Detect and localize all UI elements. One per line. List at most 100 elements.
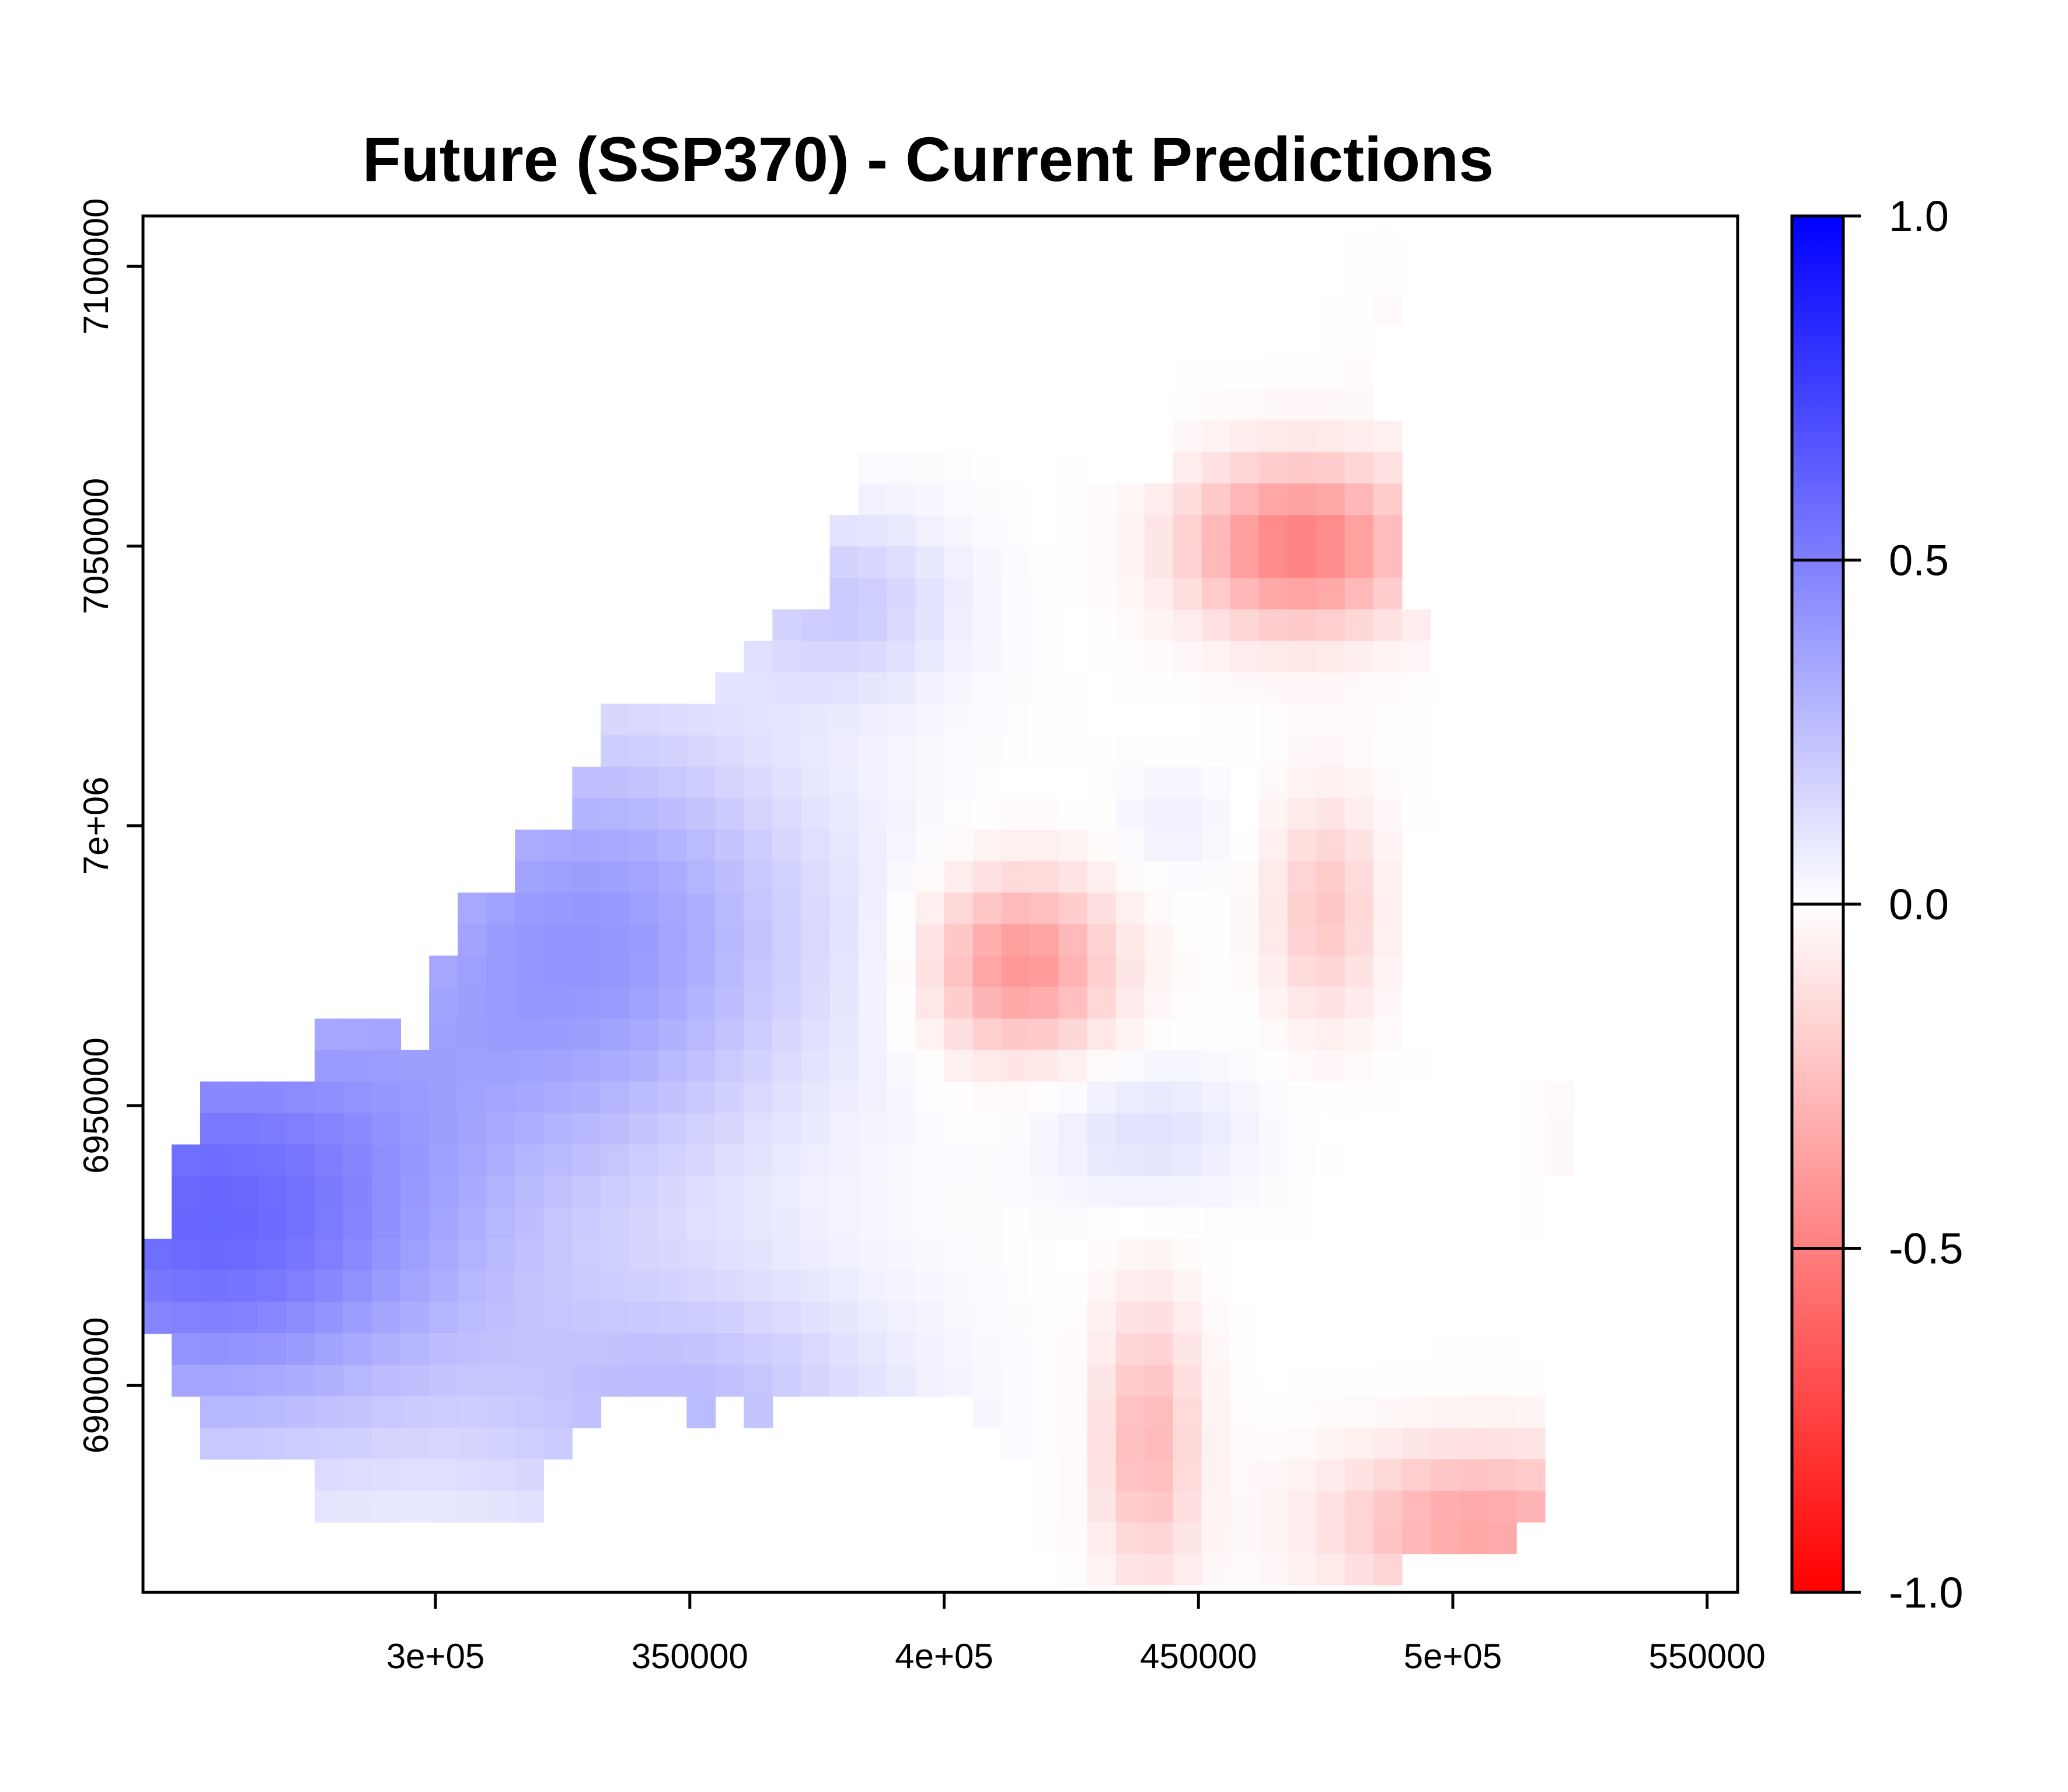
- heatmap-cell: [915, 1365, 945, 1397]
- heatmap-cell: [1373, 420, 1403, 453]
- heatmap-cell: [1173, 987, 1202, 1019]
- heatmap-cell: [1173, 956, 1202, 988]
- heatmap-cell: [1258, 1081, 1288, 1114]
- heatmap-cell: [829, 1081, 859, 1114]
- heatmap-cell: [1287, 1050, 1317, 1082]
- heatmap-cell: [1544, 1144, 1574, 1177]
- heatmap-cell: [601, 1207, 630, 1240]
- heatmap-cell: [1487, 1490, 1517, 1523]
- heatmap-cell: [572, 1018, 602, 1051]
- heatmap-cell: [1258, 987, 1288, 1019]
- heatmap-cell: [829, 609, 859, 642]
- heatmap-cell: [744, 829, 773, 862]
- heatmap-cell: [257, 1113, 287, 1145]
- heatmap-cell: [658, 892, 688, 925]
- heatmap-cell: [715, 1207, 745, 1240]
- heatmap-cell: [1344, 1018, 1374, 1051]
- heatmap-cell: [1058, 1018, 1088, 1051]
- heatmap-cell: [1115, 672, 1145, 705]
- heatmap-cell: [229, 1081, 258, 1114]
- heatmap-cell: [1287, 1365, 1317, 1397]
- heatmap-cell: [1316, 829, 1345, 862]
- heatmap-cell: [1516, 1365, 1546, 1397]
- heatmap-cell: [1115, 703, 1145, 736]
- heatmap-cell: [1030, 798, 1059, 831]
- heatmap-cell: [1058, 766, 1088, 799]
- heatmap-cell: [772, 861, 802, 893]
- heatmap-cell: [1316, 1490, 1345, 1523]
- heatmap-cell: [1144, 1270, 1174, 1302]
- heatmap-cell: [715, 1365, 745, 1397]
- heatmap-cell: [1287, 735, 1317, 768]
- heatmap-cell: [1344, 263, 1374, 295]
- heatmap-cell: [458, 1333, 487, 1365]
- heatmap-cell: [715, 829, 745, 862]
- heatmap-cell: [372, 1144, 401, 1177]
- heatmap-cell: [429, 1365, 458, 1397]
- heatmap-cell: [343, 1239, 372, 1271]
- heatmap-cell: [1401, 703, 1431, 736]
- heatmap-cell: [543, 1239, 573, 1271]
- heatmap-cell: [1344, 987, 1374, 1019]
- heatmap-cell: [1030, 1050, 1059, 1082]
- y-tick-label: 6900000: [76, 1317, 116, 1454]
- heatmap-cell: [658, 1302, 688, 1334]
- heatmap-cell: [1344, 1459, 1374, 1491]
- heatmap-cell: [1115, 798, 1145, 831]
- heatmap-cell: [1201, 452, 1231, 484]
- heatmap-cell: [543, 1144, 573, 1177]
- heatmap-cell: [1087, 1144, 1117, 1177]
- heatmap-cell: [601, 892, 630, 925]
- heatmap-cell: [658, 703, 688, 736]
- heatmap-cell: [915, 703, 945, 736]
- heatmap-cell: [1344, 1553, 1374, 1586]
- heatmap-cell: [944, 987, 974, 1019]
- heatmap-cell: [1087, 1270, 1117, 1302]
- heatmap-cell: [601, 861, 630, 893]
- heatmap-cell: [1115, 1207, 1145, 1240]
- heatmap-cell: [400, 1270, 430, 1302]
- heatmap-cell: [1401, 798, 1431, 831]
- heatmap-cell: [1173, 389, 1202, 421]
- heatmap-cell: [944, 483, 974, 515]
- heatmap-cell: [1287, 263, 1317, 295]
- heatmap-cell: [1144, 578, 1174, 610]
- heatmap-cell: [1287, 1018, 1317, 1051]
- heatmap-cell: [801, 703, 831, 736]
- heatmap-cell: [1258, 452, 1288, 484]
- heatmap-cell: [200, 1396, 229, 1428]
- heatmap-cell: [1401, 1081, 1431, 1114]
- heatmap-cell: [200, 1144, 229, 1177]
- heatmap-cell: [1316, 546, 1345, 578]
- heatmap-cell: [686, 924, 716, 956]
- heatmap-cell: [1344, 1050, 1374, 1082]
- heatmap-cell: [543, 1302, 573, 1334]
- heatmap-cell: [686, 956, 716, 988]
- heatmap-cell: [629, 1302, 659, 1334]
- heatmap-cell: [1058, 829, 1088, 862]
- heatmap-cell: [1287, 326, 1317, 358]
- heatmap-cell: [887, 798, 916, 831]
- heatmap-cell: [1316, 861, 1345, 893]
- heatmap-cell: [1087, 672, 1117, 705]
- heatmap-cell: [1287, 987, 1317, 1019]
- heatmap-cell: [658, 1365, 688, 1397]
- heatmap-cell: [829, 798, 859, 831]
- heatmap-cell: [1344, 578, 1374, 610]
- heatmap-cell: [715, 1050, 745, 1082]
- heatmap-cell: [1087, 1113, 1117, 1145]
- heatmap-cell: [858, 672, 888, 705]
- heatmap-cell: [915, 515, 945, 547]
- heatmap-cell: [1287, 1333, 1317, 1365]
- heatmap-cell: [801, 609, 831, 642]
- heatmap-cell: [1173, 578, 1202, 610]
- heatmap-cell: [715, 987, 745, 1019]
- heatmap-cell: [229, 1207, 258, 1240]
- heatmap-cell: [1258, 1144, 1288, 1177]
- heatmap-cell: [1087, 578, 1117, 610]
- heatmap-cell: [572, 1333, 602, 1365]
- heatmap-cell: [601, 1333, 630, 1365]
- heatmap-cell: [686, 1207, 716, 1240]
- heatmap-cell: [829, 766, 859, 799]
- heatmap-cell: [744, 956, 773, 988]
